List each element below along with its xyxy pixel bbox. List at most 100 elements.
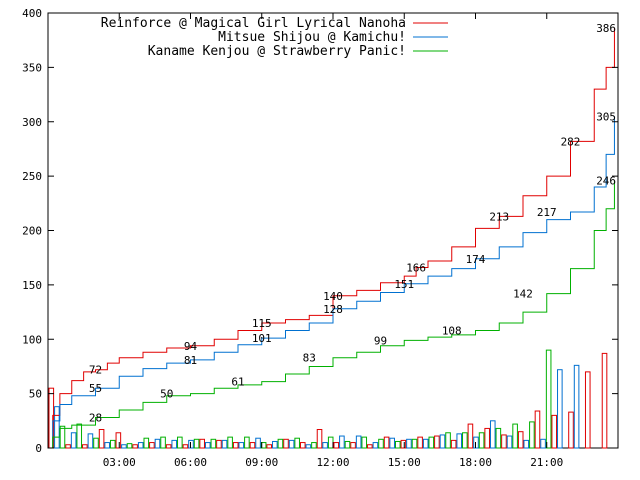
hist-bar (204, 442, 211, 449)
y-tick-label: 250 (22, 170, 42, 183)
hist-bar (333, 442, 340, 449)
hist-bar (216, 439, 222, 449)
hist-bar (350, 442, 356, 449)
hist-bar (177, 436, 183, 449)
data-label: 246 (596, 174, 616, 187)
y-tick-label: 150 (22, 279, 42, 292)
data-label: 386 (596, 22, 616, 35)
hist-bar (517, 431, 524, 449)
hist-bar (355, 435, 362, 449)
y-tick-label: 100 (22, 333, 42, 346)
y-axis: 0 50 100 150 200 250 300 350 400 (22, 7, 618, 455)
y-tick-label: 50 (29, 388, 42, 401)
legend-entry-label: Kaname Kenjou @ Strawberry Panic! (148, 44, 406, 59)
hist-bar (93, 437, 99, 449)
hist-bar (573, 364, 580, 449)
hist-bar (411, 438, 418, 449)
hist-bar (428, 436, 435, 449)
data-label: 108 (442, 325, 462, 338)
hist-bar (467, 423, 474, 449)
hist-bar (456, 433, 463, 449)
data-label: 61 (231, 376, 244, 389)
data-label: 128 (323, 303, 343, 316)
hist-bar (165, 444, 172, 449)
hist-bar (227, 436, 233, 449)
hist-bar (76, 423, 83, 449)
data-label: 99 (374, 334, 387, 347)
y-tick-label: 300 (22, 116, 42, 129)
hist-bar (311, 442, 317, 449)
hist-bar (327, 436, 334, 449)
hist-bar (171, 439, 178, 449)
data-label: 142 (513, 288, 533, 301)
data-label: 282 (561, 135, 581, 148)
hist-bar (109, 439, 116, 449)
hist-bar (450, 439, 457, 449)
x-tick-label: 15:00 (388, 456, 421, 469)
hist-bar (149, 442, 155, 449)
hist-bar (406, 438, 412, 449)
data-label: 72 (89, 364, 102, 377)
y-tick-label: 400 (22, 7, 42, 20)
hist-bar (255, 437, 261, 449)
hist-bar (372, 442, 379, 449)
legend-entry-label: Mitsue Shijou @ Kamichu! (218, 30, 406, 45)
data-label: 115 (252, 317, 272, 330)
data-label: 94 (184, 340, 198, 353)
legend: Reinforce @ Magical Girl Lyrical NanohaM… (101, 16, 448, 59)
hist-bar (339, 435, 345, 449)
data-label: 55 (89, 382, 102, 395)
hist-bar (584, 371, 591, 449)
hist-bar (316, 429, 323, 449)
hist-bar (288, 439, 295, 449)
hist-bar (540, 438, 546, 449)
series-line (48, 180, 615, 449)
legend-entry-label: Reinforce @ Magical Girl Lyrical Nanoha (101, 16, 406, 31)
hist-bar (400, 439, 407, 449)
data-label: 217 (537, 206, 557, 219)
hist-bar (601, 352, 608, 449)
hist-bar (557, 369, 563, 449)
data-labels: 72 94 115 140 166 213 282 386 55 81 101 128 151 174 21… (89, 22, 616, 424)
data-label: 50 (160, 388, 173, 401)
hist-bar (512, 423, 518, 449)
hist-bar (445, 432, 451, 449)
hist-bar (294, 437, 300, 449)
hist-bar (70, 432, 77, 449)
hist-bar (249, 442, 256, 449)
hist-bar (277, 438, 284, 449)
x-tick-label: 12:00 (316, 456, 349, 469)
hist-bar (210, 438, 217, 449)
x-axis: 03:00 06:00 09:00 12:00 15:00 18:00 21:00 (103, 13, 563, 469)
data-label: 28 (89, 412, 102, 425)
data-label: 81 (184, 354, 197, 367)
x-tick-label: 03:00 (103, 456, 136, 469)
series-line (48, 116, 615, 449)
data-label: 101 (252, 332, 272, 345)
data-label: 174 (466, 253, 486, 266)
hist-bar (484, 427, 490, 449)
hist-bar (545, 349, 552, 449)
hist-bar (383, 436, 390, 449)
hist-bar (104, 442, 110, 449)
x-tick-label: 21:00 (530, 456, 563, 469)
hist-bar (59, 425, 66, 449)
hist-bar (98, 429, 105, 449)
data-label: 166 (406, 261, 426, 274)
data-label: 140 (323, 290, 343, 303)
hist-bar (305, 444, 312, 449)
hist-bar (462, 432, 468, 449)
hist-bar (434, 435, 440, 449)
hist-bar (529, 421, 535, 449)
hist-bar (193, 438, 200, 449)
x-tick-label: 18:00 (459, 456, 492, 469)
plot-frame (47, 12, 619, 449)
hist-bar (344, 440, 351, 449)
data-label: 83 (303, 352, 316, 365)
y-tick-label: 200 (22, 225, 42, 238)
hist-bar (394, 440, 401, 449)
hist-bar (143, 437, 150, 449)
hist-bar (272, 440, 278, 449)
data-label: 151 (394, 278, 414, 291)
hist-bar (221, 439, 228, 449)
